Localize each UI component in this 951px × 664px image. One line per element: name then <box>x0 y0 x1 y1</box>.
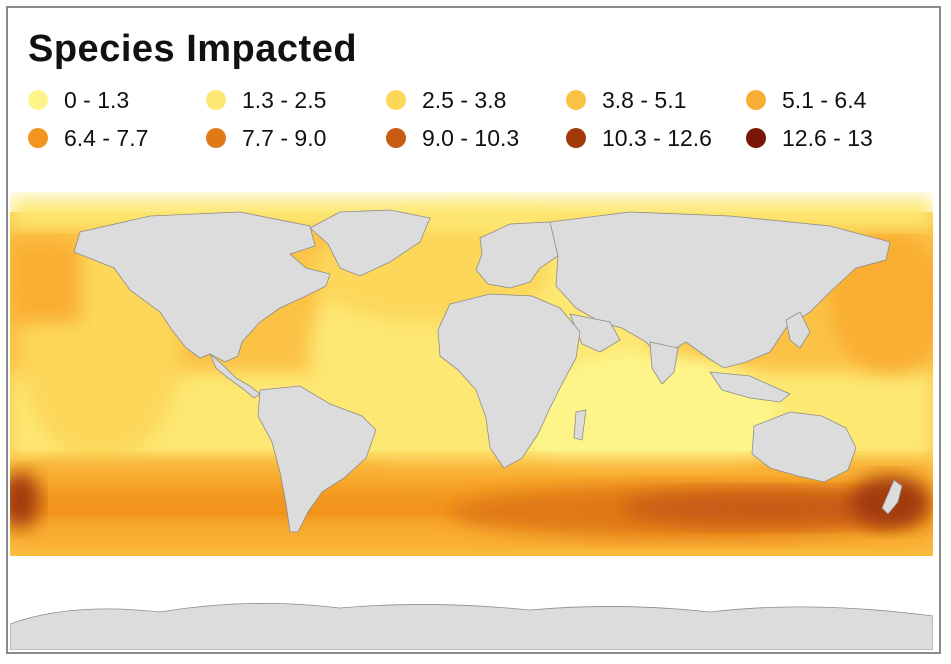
legend-swatch <box>206 128 226 148</box>
legend-label: 5.1 - 6.4 <box>782 86 867 113</box>
legend-swatch <box>746 90 766 110</box>
legend-item: 12.6 - 13 <box>746 122 873 154</box>
legend-label: 3.8 - 5.1 <box>602 86 687 113</box>
legend-item: 9.0 - 10.3 <box>386 122 519 154</box>
legend-swatch <box>28 128 48 148</box>
legend-swatch <box>28 90 48 110</box>
legend-label: 9.0 - 10.3 <box>422 124 520 151</box>
japan <box>785 311 811 349</box>
north-america <box>73 211 331 363</box>
legend-item: 6.4 - 7.7 <box>28 122 148 154</box>
legend-label: 1.3 - 2.5 <box>242 86 327 113</box>
africa <box>437 293 581 469</box>
legend-item: 1.3 - 2.5 <box>206 84 326 116</box>
legend-item: 0 - 1.3 <box>28 84 129 116</box>
asia <box>549 211 891 369</box>
legend-item: 3.8 - 5.1 <box>566 84 686 116</box>
map-title: Species Impacted <box>28 28 358 70</box>
legend-swatch <box>206 90 226 110</box>
europe <box>475 221 571 289</box>
legend-item: 2.5 - 3.8 <box>386 84 506 116</box>
arabia <box>569 313 621 353</box>
legend-label: 7.7 - 9.0 <box>242 124 327 151</box>
legend-item: 7.7 - 9.0 <box>206 122 326 154</box>
legend-item: 5.1 - 6.4 <box>746 84 866 116</box>
legend-swatch <box>386 90 406 110</box>
legend-label: 6.4 - 7.7 <box>64 124 149 151</box>
legend-label: 0 - 1.3 <box>64 86 130 113</box>
legend-label: 12.6 - 13 <box>782 124 873 151</box>
legend-swatch <box>746 128 766 148</box>
antarctica <box>10 602 933 650</box>
indonesia <box>709 371 791 403</box>
south-america <box>257 385 377 533</box>
new-zealand <box>881 479 903 515</box>
legend-label: 10.3 - 12.6 <box>602 124 712 151</box>
legend-swatch <box>566 128 586 148</box>
world-map <box>10 198 933 650</box>
legend: 0 - 1.3 1.3 - 2.5 2.5 - 3.8 3.8 - 5.1 5.… <box>28 84 928 164</box>
legend-item: 10.3 - 12.6 <box>566 122 712 154</box>
legend-label: 2.5 - 3.8 <box>422 86 507 113</box>
legend-swatch <box>386 128 406 148</box>
greenland <box>309 209 431 277</box>
central-america <box>209 353 261 399</box>
madagascar <box>573 409 587 441</box>
australia <box>751 411 857 483</box>
india <box>649 341 679 385</box>
legend-swatch <box>566 90 586 110</box>
